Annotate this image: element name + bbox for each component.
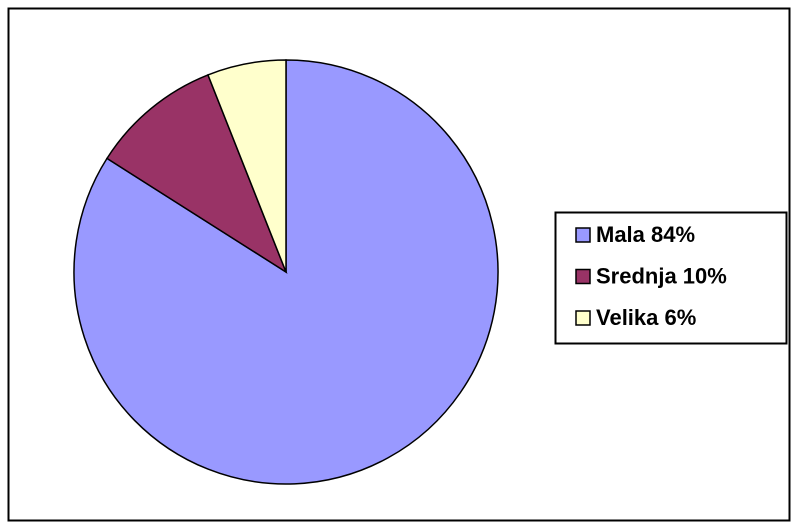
legend-swatch (575, 268, 591, 285)
pie-slice (73, 59, 499, 485)
legend-label: Srednja 10% (596, 263, 727, 288)
legend-label: Mala 84% (596, 222, 695, 247)
legend-swatch (575, 310, 591, 326)
legend-label: Velika 6% (596, 305, 696, 330)
legend-box (554, 211, 788, 345)
pie-slice (206, 59, 287, 273)
pie-slice (105, 73, 288, 274)
legend-swatch (575, 227, 591, 243)
